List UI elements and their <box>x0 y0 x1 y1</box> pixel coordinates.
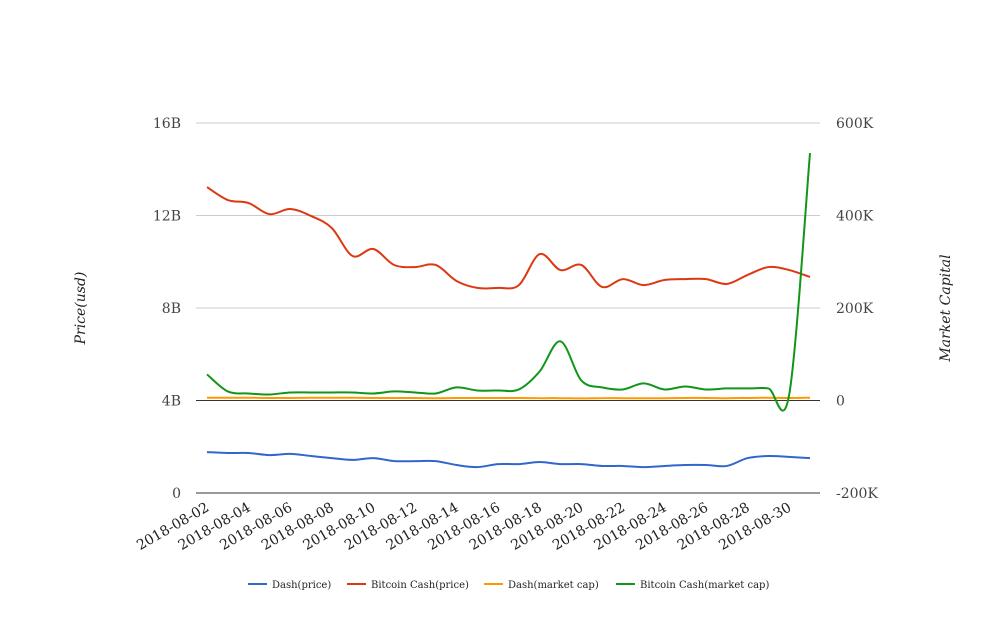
series-line-bitcoin-cash-price <box>206 186 811 290</box>
y2-tick-label: 400K <box>836 209 874 225</box>
legend-label: Bitcoin Cash(price) <box>371 580 469 591</box>
legend-label: Dash(price) <box>272 580 331 591</box>
y-tick-label: 16B <box>153 116 181 132</box>
legend-label: Dash(market cap) <box>508 580 599 591</box>
y-tick-label: 0 <box>172 486 181 502</box>
y2-tick-label: 600K <box>836 116 874 132</box>
gridlines <box>196 122 820 494</box>
y-tick-label: 12B <box>153 209 181 225</box>
y2-axis-title: Market Capital <box>938 254 954 362</box>
legend-item[interactable]: Dash(market cap) <box>484 580 599 591</box>
legend-item[interactable]: Dash(price) <box>248 580 331 591</box>
series-lines <box>206 152 811 469</box>
legend: Dash(price) Bitcoin Cash(price) Dash(marke… <box>248 580 769 591</box>
legend-label: Bitcoin Cash(market cap) <box>640 580 769 591</box>
series-line-dash-price <box>206 451 811 469</box>
legend-item[interactable]: Bitcoin Cash(market cap) <box>616 580 769 591</box>
y2-tick-label: 200K <box>836 301 874 317</box>
y2-tick-label: -200K <box>836 486 878 502</box>
x-axis-ticks: 2018-08-022018-08-042018-08-062018-08-08… <box>134 500 794 554</box>
left-axis-ticks: 0 4B 8B 12B 16B <box>153 116 181 502</box>
right-axis-ticks: -200K 0 200K 400K 600K <box>836 116 878 502</box>
y-tick-label: 8B <box>162 301 181 317</box>
legend-item[interactable]: Bitcoin Cash(price) <box>347 580 469 591</box>
series-line-bitcoin-cash-market-cap <box>206 152 811 412</box>
y2-tick-label: 0 <box>836 394 845 410</box>
y-tick-label: 4B <box>162 394 181 410</box>
y-axis-title: Price(usd) <box>73 272 89 346</box>
series-line-dash-market-cap <box>207 396 811 400</box>
